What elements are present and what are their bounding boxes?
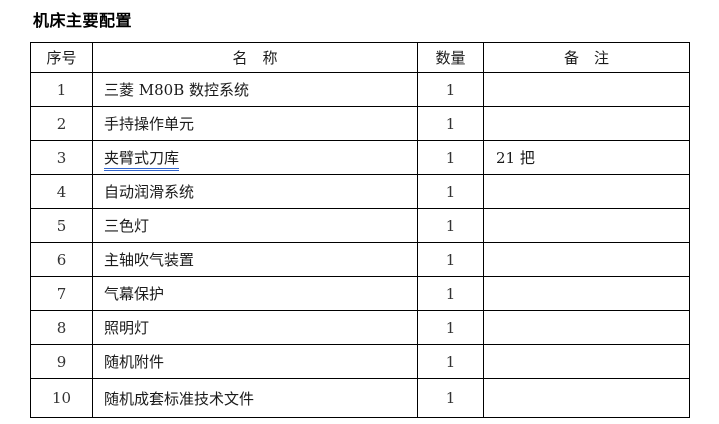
table-row: 4 自动润滑系统 1 (30, 174, 690, 209)
quantity-cell: 1 (417, 310, 484, 345)
table-row: 2 手持操作单元 1 (30, 106, 690, 141)
row-number-cell: 1 (30, 72, 93, 107)
row-number-cell: 8 (30, 310, 93, 345)
quantity-cell: 1 (417, 140, 484, 175)
quantity-cell: 1 (417, 344, 484, 379)
note-cell (483, 344, 690, 379)
item-name-cell: 夹臂式刀库 (92, 140, 418, 175)
note-cell (483, 208, 690, 243)
note-cell (483, 378, 690, 418)
header-cell-name: 名 称 (92, 42, 418, 73)
table-row: 9 随机附件 1 (30, 344, 690, 379)
page-title: 机床主要配置 (33, 11, 133, 30)
row-number-cell: 9 (30, 344, 93, 379)
item-name-cell: 自动润滑系统 (92, 174, 418, 209)
header-cell-qty: 数量 (417, 42, 484, 73)
item-name-cell: 三色灯 (92, 208, 418, 243)
item-name-cell: 手持操作单元 (92, 106, 418, 141)
item-name-cell: 主轴吹气装置 (92, 242, 418, 277)
grammar-underlined-text: 夹臂式刀库 (104, 149, 180, 171)
note-cell: 21 把 (483, 140, 690, 175)
header-cell-note: 备 注 (483, 42, 690, 73)
table-body: 1 三菱 M80B 数控系统 1 2 手持操作单元 1 3 夹臂式刀库 1 21 把 4 自动润滑系统… (30, 72, 690, 418)
note-cell (483, 72, 690, 107)
quantity-cell: 1 (417, 174, 484, 209)
quantity-cell: 1 (417, 242, 484, 277)
table-row: 10 随机成套标准技术文件 1 (30, 378, 690, 418)
row-number-cell: 5 (30, 208, 93, 243)
note-cell (483, 106, 690, 141)
item-name-cell: 气幕保护 (92, 276, 418, 311)
quantity-cell: 1 (417, 378, 484, 418)
table-row: 5 三色灯 1 (30, 208, 690, 243)
table-row: 1 三菱 M80B 数控系统 1 (30, 72, 690, 107)
note-cell (483, 276, 690, 311)
header-cell-no: 序号 (30, 42, 93, 73)
item-name-cell: 随机附件 (92, 344, 418, 379)
item-name-cell: 三菱 M80B 数控系统 (92, 72, 418, 107)
table-row: 7 气幕保护 1 (30, 276, 690, 311)
quantity-cell: 1 (417, 106, 484, 141)
note-cell (483, 242, 690, 277)
note-cell (483, 310, 690, 345)
quantity-cell: 1 (417, 72, 484, 107)
table-row: 6 主轴吹气装置 1 (30, 242, 690, 277)
table-row: 3 夹臂式刀库 1 21 把 (30, 140, 690, 175)
row-number-cell: 4 (30, 174, 93, 209)
table-row: 8 照明灯 1 (30, 310, 690, 345)
quantity-cell: 1 (417, 208, 484, 243)
quantity-cell: 1 (417, 276, 484, 311)
row-number-cell: 3 (30, 140, 93, 175)
row-number-cell: 2 (30, 106, 93, 141)
row-number-cell: 7 (30, 276, 93, 311)
machine-config-table: 序号 名 称 数量 备 注 1 三菱 M80B 数控系统 1 2 手持操作单元 1 3 夹臂式… (30, 42, 690, 418)
row-number-cell: 6 (30, 242, 93, 277)
header-row: 序号 名 称 数量 备 注 (30, 42, 690, 73)
item-name-cell: 随机成套标准技术文件 (92, 378, 418, 418)
item-name-cell: 照明灯 (92, 310, 418, 345)
note-cell (483, 174, 690, 209)
table-header: 序号 名 称 数量 备 注 (30, 42, 690, 73)
row-number-cell: 10 (30, 378, 93, 418)
